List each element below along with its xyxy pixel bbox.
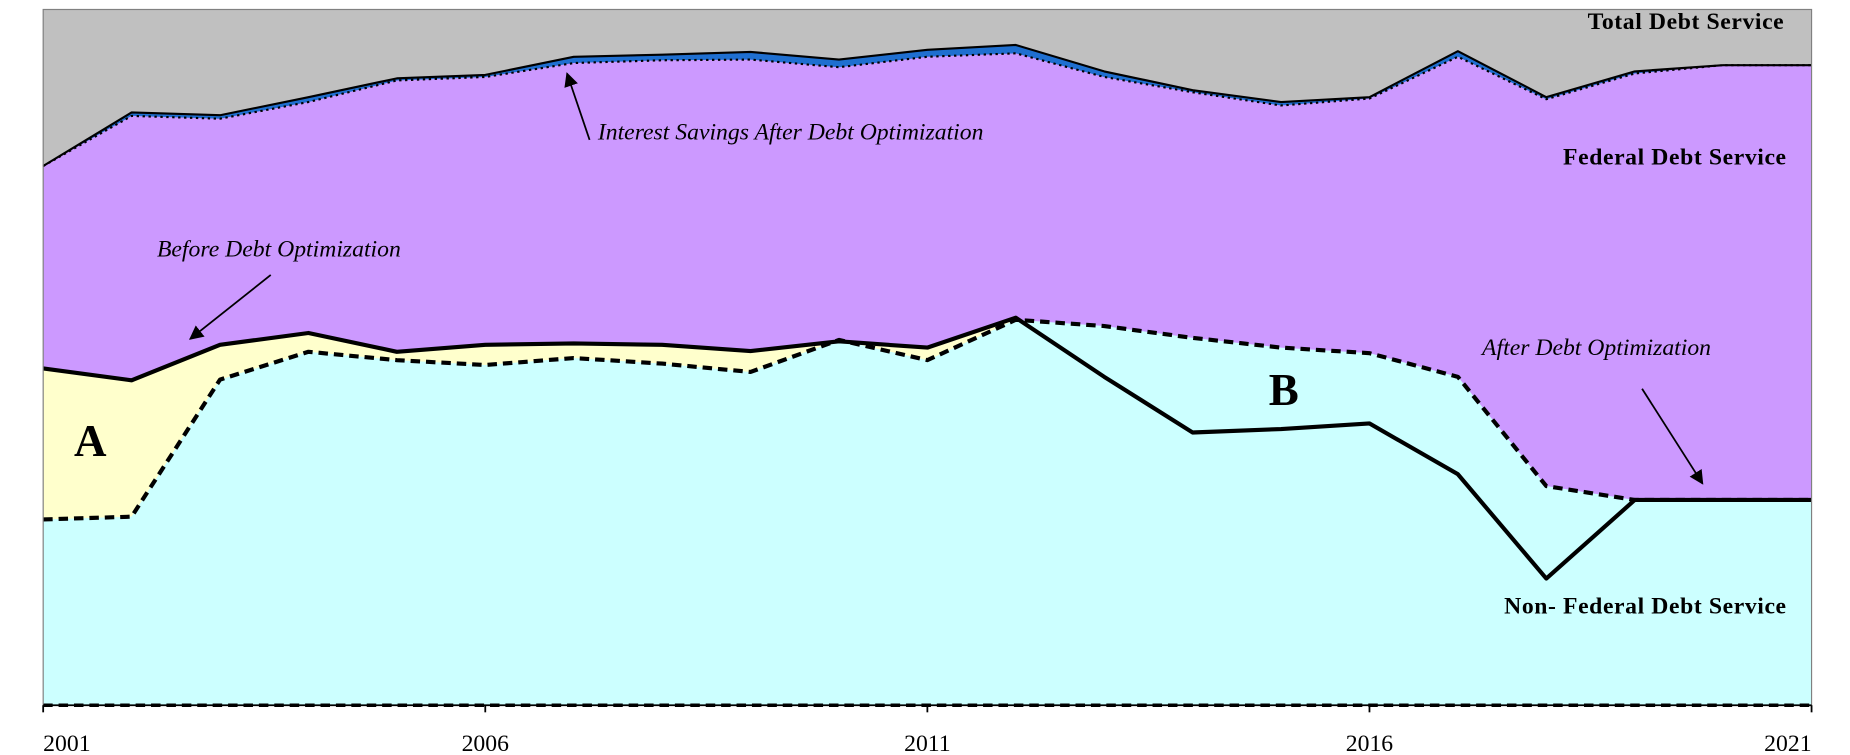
annotation: A	[74, 416, 107, 466]
x-tick-label: 2021	[1764, 731, 1811, 755]
annotation: Total Debt Service	[1588, 9, 1785, 35]
annotation: After Debt Optimization	[1480, 335, 1711, 361]
series-line	[43, 317, 1812, 522]
annotation: B	[1269, 365, 1299, 415]
plot-area	[42, 8, 1813, 707]
annotation: Before Debt Optimization	[157, 237, 401, 263]
x-tick-label: 2001	[43, 731, 90, 755]
series-line	[42, 43, 1812, 167]
arrow	[1641, 388, 1704, 485]
annotation: Interest Savings After Debt Optimization	[597, 119, 984, 145]
x-tick-label: 2006	[462, 731, 510, 755]
area	[43, 319, 1812, 706]
arrow	[564, 72, 591, 141]
series-line	[42, 315, 1812, 581]
arrow	[189, 274, 272, 340]
annotation-arrows	[189, 72, 1704, 485]
annotation: Federal Debt Service	[1563, 144, 1787, 170]
series-line	[42, 52, 1812, 167]
annotation: Non- Federal Debt Service	[1504, 593, 1787, 619]
x-tick-label: 2011	[904, 731, 951, 755]
x-tick-label: 2016	[1346, 731, 1394, 755]
